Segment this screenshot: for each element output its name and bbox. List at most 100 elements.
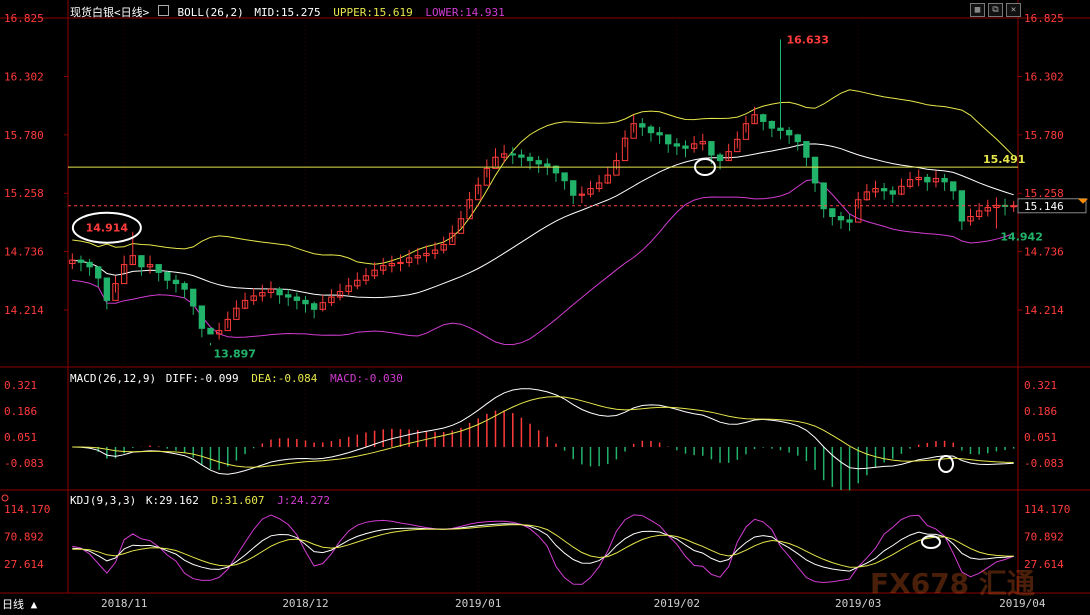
x-tick-label: 2019/03 <box>835 597 881 610</box>
candle-body <box>975 210 983 218</box>
candle-body <box>751 114 758 125</box>
candle-body <box>69 259 76 264</box>
candle-body <box>950 181 957 192</box>
price-tick-label-left: 16.825 <box>4 12 44 25</box>
candle-body <box>509 153 516 156</box>
kdj-tick-label-right: 70.892 <box>1024 531 1064 544</box>
candle-body <box>293 296 301 301</box>
candle-body <box>639 123 646 128</box>
candle-body <box>371 269 378 277</box>
candle-body <box>587 188 594 195</box>
candle-body <box>302 299 309 305</box>
candle-body <box>725 151 732 162</box>
candle-body <box>552 165 560 174</box>
circle-highlight <box>938 455 954 473</box>
kdj-tick-label-right: 114.170 <box>1024 503 1070 516</box>
macd-layer: 0.321 0.321 0.186 0.186 0.051 0.051 -0.083 -0.0… <box>4 379 1064 491</box>
boll-layer <box>72 89 1015 346</box>
instrument-title: 现货白银<日线> <box>70 6 150 19</box>
candle-body <box>820 182 827 210</box>
candle-body <box>233 307 240 320</box>
candle-body <box>855 199 862 223</box>
candle-body <box>665 134 672 145</box>
last-price-label: 15.146 <box>1024 200 1064 213</box>
candle-body <box>673 143 681 147</box>
candle-body <box>431 249 439 254</box>
kdj-header: KDJ(9,3,3) K:29.162 D:31.607 J:24.272 <box>70 494 330 507</box>
kdj-d: D:31.607 <box>211 494 265 507</box>
candle-body <box>630 123 637 139</box>
candles-layer <box>69 39 1017 346</box>
candle-body <box>285 294 292 298</box>
macd-tick-label-right: 0.186 <box>1024 405 1057 418</box>
candle-body <box>181 283 188 290</box>
price-tick-label-right: 15.780 <box>1024 129 1064 142</box>
candle-body <box>414 255 421 259</box>
candle-body <box>647 126 655 134</box>
candle-body <box>984 207 991 212</box>
price-tick-label-right: 16.302 <box>1024 70 1064 83</box>
candle-body <box>768 120 776 129</box>
indicator-dot-icon <box>1 494 9 502</box>
period-selector[interactable]: 日线 ▲ <box>2 598 38 611</box>
kdj-j-line <box>72 514 1014 585</box>
candle-body <box>604 174 611 184</box>
candle-body <box>388 262 396 267</box>
candle-body <box>699 141 706 145</box>
candle-body <box>328 296 335 304</box>
macd-tick-label-right: 0.051 <box>1024 431 1057 444</box>
price-tick-label-left: 15.780 <box>4 129 44 142</box>
last-price-box <box>1017 198 1087 214</box>
annotations-layer: 15.491 15.146 16.633 13.897 14.914 14.942 <box>68 33 1088 360</box>
candle-body <box>336 290 344 298</box>
candle-body <box>146 264 154 268</box>
candle-body <box>310 303 318 310</box>
candle-body <box>423 252 430 257</box>
price-tick-label-right: 15.258 <box>1024 187 1064 200</box>
boll-lower: LOWER:14.931 <box>425 6 505 19</box>
candle-body <box>846 219 853 223</box>
macd-tick-label-left: 0.186 <box>4 405 37 418</box>
kdj-tick-label-right: 27.614 <box>1024 558 1064 571</box>
boll-mid-band <box>72 143 1014 299</box>
candle-body <box>449 232 456 245</box>
kdj-tick-label-left: 70.892 <box>4 531 44 544</box>
candle-body <box>734 138 741 153</box>
price-tick-label-left: 15.258 <box>4 187 44 200</box>
candle-body <box>924 176 931 183</box>
restore-icon[interactable]: ⧉ <box>988 3 1003 17</box>
boll-upper: UPPER:15.619 <box>333 6 413 19</box>
candle-body <box>915 176 922 181</box>
close-icon[interactable]: ✕ <box>1006 3 1021 17</box>
candle-body <box>656 132 663 136</box>
boll-lower-band <box>72 178 1014 346</box>
candle-body <box>380 265 387 271</box>
candle-body <box>129 255 136 266</box>
macd-tick-label-right: 0.321 <box>1024 379 1057 392</box>
candle-body <box>803 141 810 158</box>
candle-body <box>276 288 283 296</box>
low-label: 13.897 <box>214 347 256 360</box>
candle-body <box>207 327 214 335</box>
candle-body <box>95 266 102 279</box>
candle-body <box>250 295 257 301</box>
candle-body <box>613 160 620 176</box>
grid-icon[interactable]: ▦ <box>970 3 985 17</box>
candle-body <box>760 114 767 122</box>
kdj-d-line <box>72 524 1014 568</box>
kdj-tick-label-left: 114.170 <box>4 503 50 516</box>
x-tick-label: 2018/12 <box>282 597 328 610</box>
candle-body <box>405 257 413 263</box>
candle-body <box>362 275 370 281</box>
candle-body <box>500 153 508 158</box>
candle-body <box>483 167 491 186</box>
candle-body <box>492 156 499 169</box>
kdj-layer: 114.170 114.170 70.892 70.892 27.614 27.614 <box>1 494 1070 585</box>
macd-header: MACD(26,12,9) DIFF:-0.099 DEA:-0.084 MAC… <box>70 372 403 385</box>
candle-body <box>829 208 836 218</box>
x-tick-label: 2018/11 <box>101 597 147 610</box>
kdj-k: K:29.162 <box>145 494 199 507</box>
candle-body <box>475 184 482 201</box>
candle-body <box>224 318 231 332</box>
price-tick-label-right: 16.825 <box>1024 12 1064 25</box>
